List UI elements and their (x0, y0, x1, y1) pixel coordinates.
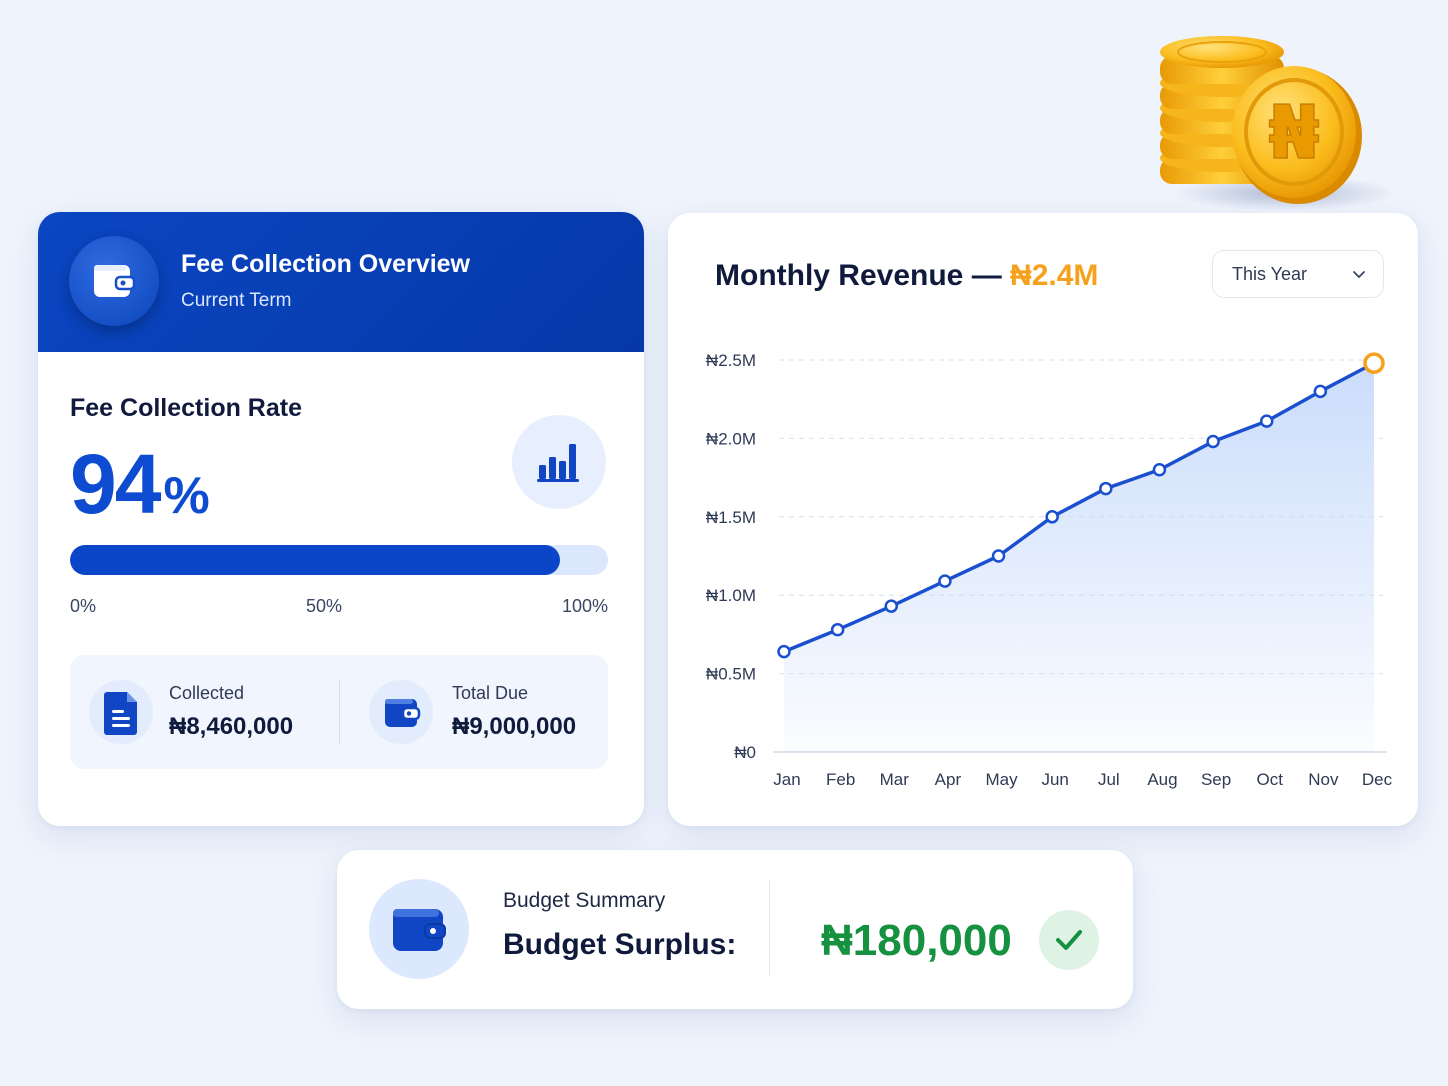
fee-card-subtitle: Current Term (181, 290, 292, 311)
wallet-icon (94, 265, 136, 297)
budget-wallet-badge (369, 879, 469, 979)
fee-rate-unit: % (163, 467, 210, 525)
revenue-point-highlight (1363, 352, 1385, 374)
fee-rate-value: 94% (70, 434, 210, 546)
coin-naira-symbol: ₦ (1268, 90, 1320, 176)
y-tick-label: ₦1.5M (706, 508, 756, 527)
revenue-point (1045, 510, 1059, 524)
total-due-label: Total Due (452, 683, 529, 703)
period-dropdown[interactable]: This Year (1212, 250, 1384, 298)
y-tick-label: ₦1.0M (706, 586, 756, 605)
revenue-point (884, 599, 899, 613)
stats-divider (339, 679, 340, 745)
y-tick-label: ₦2.0M (706, 429, 756, 448)
x-tick-label: Mar (880, 770, 910, 789)
x-tick-label: Apr (935, 770, 962, 789)
y-tick-label: ₦0.5M (706, 665, 756, 684)
revenue-point (1206, 434, 1220, 449)
x-tick-label: Sep (1201, 770, 1231, 789)
x-tick-label: Aug (1147, 770, 1177, 789)
fee-collection-card: Fee Collection Overview Current Term Fee… (38, 212, 644, 826)
progress-tick-0: 0% (70, 596, 97, 616)
progress-tick-50: 50% (306, 596, 343, 616)
revenue-point (777, 644, 791, 659)
budget-divider (769, 880, 770, 976)
progress-tick-100: 100% (562, 596, 609, 616)
budget-label: Budget Summary (503, 889, 666, 912)
revenue-point (1152, 463, 1167, 477)
y-tick-label: ₦0 (734, 743, 756, 762)
document-icon (104, 692, 137, 735)
wallet-icon (385, 699, 421, 727)
x-tick-label: Nov (1308, 770, 1339, 789)
fee-progress-bar (70, 545, 608, 575)
chevron-down-icon (1353, 271, 1365, 278)
budget-summary-card: Budget Summary Budget Surplus: ₦180,000 (337, 850, 1133, 1009)
fee-stats-box: Collected ₦8,460,000 Total Due ₦9,000,00… (70, 655, 608, 769)
budget-surplus-value: ₦180,000 (821, 916, 1012, 965)
collected-icon-badge (89, 680, 153, 744)
x-tick-label: Dec (1362, 770, 1393, 789)
period-dropdown-value: This Year (1232, 264, 1308, 284)
total-due-value: ₦9,000,000 (452, 713, 577, 740)
x-tick-label: Jan (773, 770, 800, 789)
revenue-title: Monthly Revenue — ₦2.4M (715, 259, 1098, 293)
revenue-point (1313, 384, 1328, 399)
budget-check-badge (1039, 910, 1099, 970)
budget-heading: Budget Surplus: (503, 928, 737, 961)
rate-chart-badge (512, 415, 606, 509)
revenue-area (784, 363, 1374, 752)
fee-progress-fill (70, 545, 560, 575)
x-tick-label: Feb (826, 770, 855, 789)
x-tick-label: Oct (1257, 770, 1284, 789)
collected-label: Collected (169, 683, 245, 703)
naira-coins-icon: ₦ (1160, 36, 1390, 211)
wallet-icon (393, 909, 446, 951)
y-tick-label: ₦2.5M (706, 351, 756, 370)
revenue-point (1259, 414, 1274, 428)
collected-value: ₦8,460,000 (169, 713, 294, 740)
revenue-line (782, 361, 1376, 654)
revenue-point (991, 549, 1006, 563)
fee-rate-label: Fee Collection Rate (70, 394, 302, 422)
monthly-revenue-card: Monthly Revenue — ₦2.4M This Year ₦0 ₦0.5… (668, 213, 1418, 826)
revenue-point (830, 622, 845, 637)
check-icon (1056, 930, 1082, 950)
revenue-point (1099, 481, 1113, 496)
fee-rate-number: 94 (70, 437, 161, 531)
total-due-icon-badge (369, 680, 433, 744)
fee-card-header: Fee Collection Overview Current Term (38, 212, 644, 352)
bar-chart-icon (537, 444, 579, 482)
revenue-title-prefix: Monthly Revenue — (715, 259, 1002, 292)
revenue-title-amount: ₦2.4M (1010, 259, 1099, 292)
header-wallet-badge (69, 236, 159, 326)
fee-card-title: Fee Collection Overview (181, 250, 470, 278)
revenue-point (938, 574, 952, 588)
x-tick-label: Jul (1098, 770, 1120, 789)
x-tick-label: Jun (1041, 770, 1068, 789)
revenue-chart: ₦0 ₦0.5M ₦1.0M ₦1.5M ₦2.0M ₦2.5M Jan Feb Mar Apr M… (706, 351, 1393, 789)
x-tick-label: May (985, 770, 1018, 789)
